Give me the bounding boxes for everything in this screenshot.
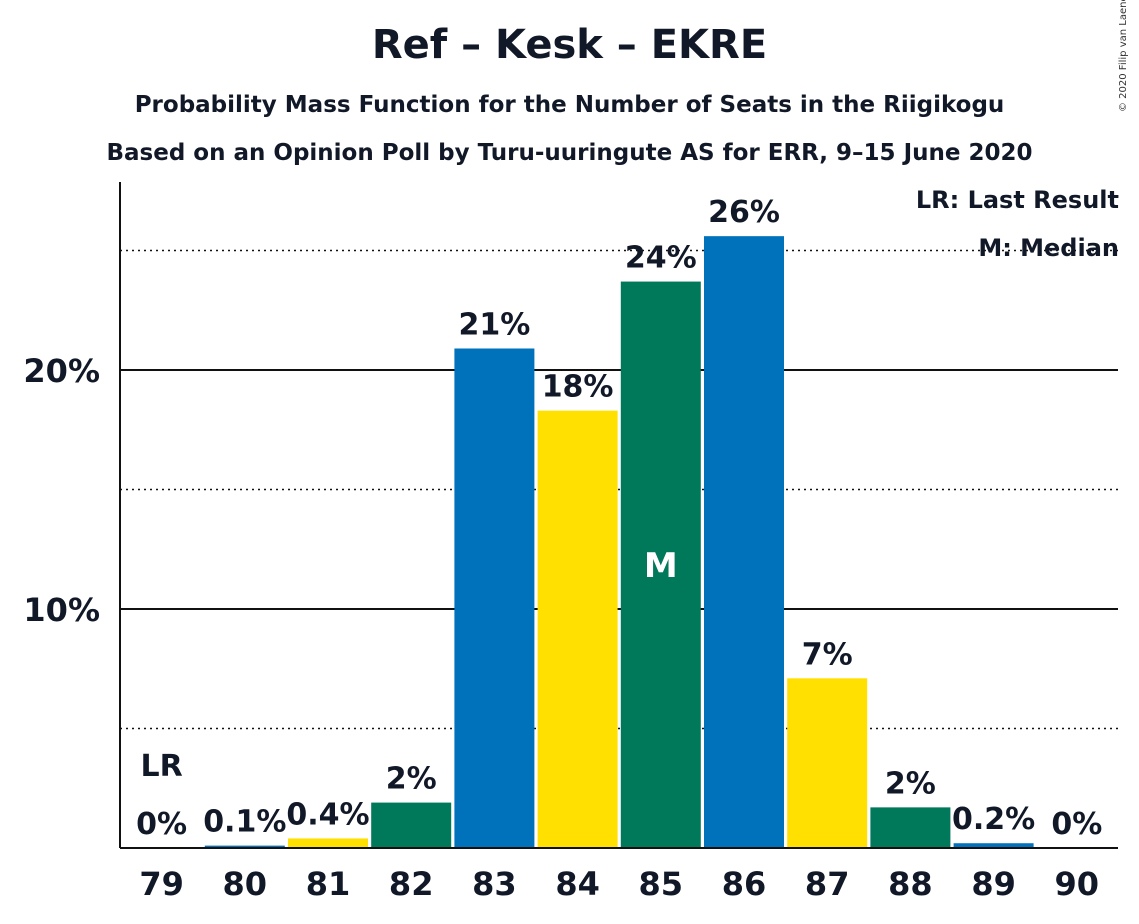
bar-82 xyxy=(371,802,452,848)
x-tick-label: 84 xyxy=(555,865,600,903)
median-marker: M xyxy=(644,546,678,586)
legend-last-result: LR: Last Result xyxy=(915,186,1119,214)
bar-value-label: 0% xyxy=(136,807,187,842)
bar-value-label: 0.2% xyxy=(952,802,1035,837)
bar-value-label: 2% xyxy=(386,762,437,797)
y-tick-label: 10% xyxy=(23,591,100,629)
x-tick-label: 81 xyxy=(306,865,351,903)
x-tick-label: 79 xyxy=(139,865,184,903)
bar-81 xyxy=(288,838,368,848)
x-tick-label: 90 xyxy=(1055,865,1100,903)
y-tick-label: 20% xyxy=(23,352,100,390)
bar-value-label: 0% xyxy=(1051,807,1102,842)
bar-85 xyxy=(620,281,701,848)
bar-87 xyxy=(787,678,868,848)
bar-value-label: 2% xyxy=(885,766,936,801)
bar-89 xyxy=(953,843,1034,848)
bar-value-label: 24% xyxy=(625,241,697,276)
x-tick-label: 87 xyxy=(805,865,850,903)
x-tick-label: 80 xyxy=(223,865,268,903)
bar-value-label: 0.1% xyxy=(203,805,286,840)
bar-value-label: 0.4% xyxy=(286,797,369,832)
chart-title: Ref – Kesk – EKRE xyxy=(371,22,768,68)
legend-median: M: Median xyxy=(978,234,1119,262)
bar-value-label: 21% xyxy=(458,307,530,342)
bar-value-label: 18% xyxy=(542,370,614,405)
x-tick-label: 86 xyxy=(722,865,767,903)
x-tick-label: 82 xyxy=(389,865,434,903)
chart-source: Based on an Opinion Poll by Turu-uuringu… xyxy=(106,140,1033,166)
bar-value-label: 7% xyxy=(802,637,853,672)
x-tick-label: 88 xyxy=(888,865,933,903)
bar-83 xyxy=(454,348,535,848)
chart-subtitle: Probability Mass Function for the Number… xyxy=(134,92,1005,118)
x-tick-label: 89 xyxy=(971,865,1016,903)
last-result-marker: LR xyxy=(140,749,182,784)
bar-88 xyxy=(870,807,951,848)
bar-86 xyxy=(704,236,784,848)
bar-80 xyxy=(204,845,285,848)
x-tick-label: 83 xyxy=(472,865,517,903)
bar-84 xyxy=(537,410,618,848)
bar-value-label: 26% xyxy=(708,195,780,230)
x-tick-label: 85 xyxy=(639,865,684,903)
